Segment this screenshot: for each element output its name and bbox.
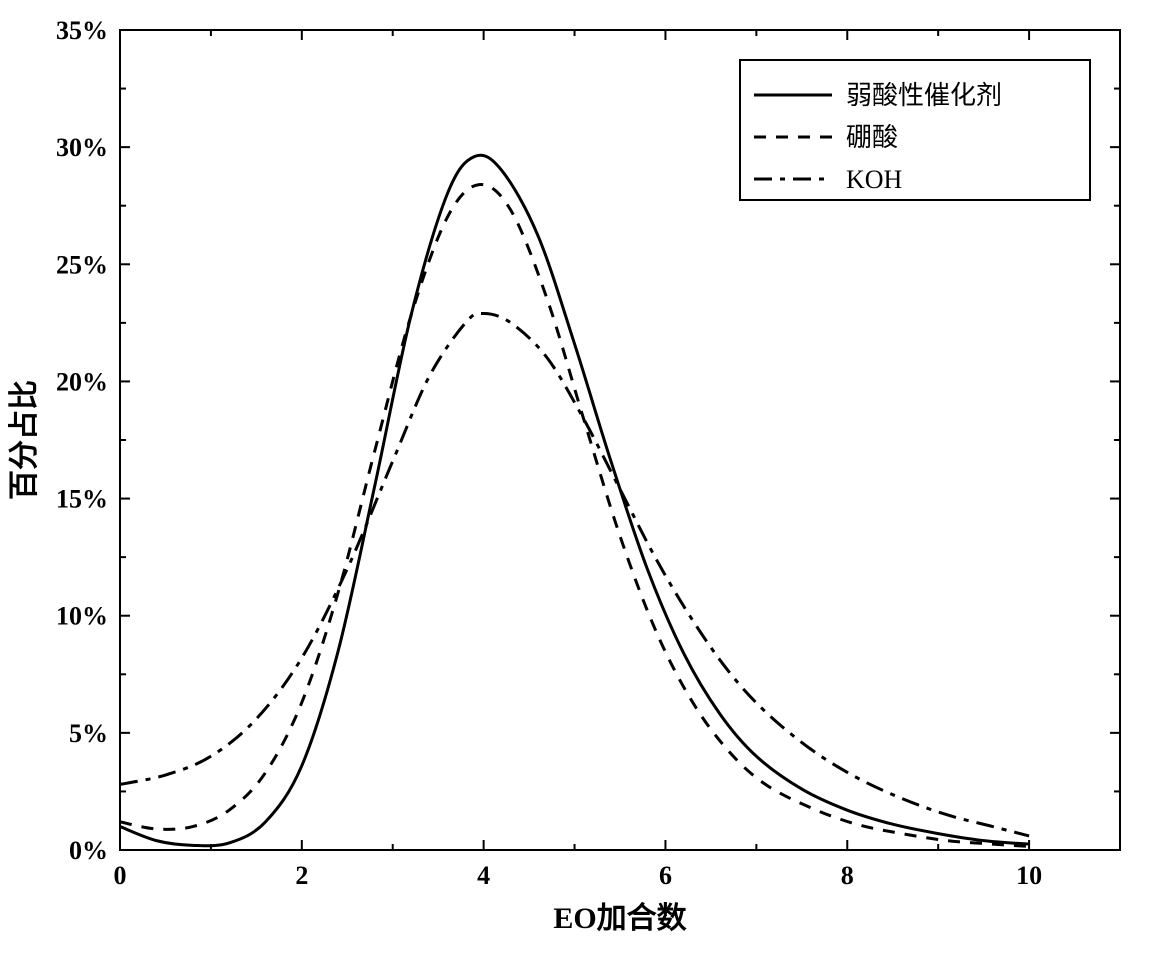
distribution-chart: 0 2 4 6 8 10 0% 5% 10% 15% 20% 25% 30% 35% EO加合数 百分占比 弱酸… xyxy=(0,0,1159,959)
x-tick-label: 2 xyxy=(295,861,308,890)
x-tick-label: 0 xyxy=(114,861,127,890)
legend: 弱酸性催化剂硼酸 KOH xyxy=(740,60,1090,200)
y-tick-label: 0% xyxy=(69,836,108,865)
legend-label: KOH xyxy=(846,165,903,194)
y-tick-label: 35% xyxy=(56,16,108,45)
y-axis-label: 百分占比 xyxy=(8,380,41,500)
chart-container: 0 2 4 6 8 10 0% 5% 10% 15% 20% 25% 30% 35% EO加合数 百分占比 弱酸… xyxy=(0,0,1159,959)
y-tick-label: 30% xyxy=(56,133,108,162)
y-tick-label: 15% xyxy=(56,485,108,514)
x-tick-label: 6 xyxy=(659,861,672,890)
legend-label: 弱酸性催化剂 xyxy=(846,81,1002,110)
y-tick-label: 20% xyxy=(56,367,108,396)
x-tick-label: 10 xyxy=(1016,861,1042,890)
y-tick-label: 10% xyxy=(56,602,108,631)
y-tick-label: 5% xyxy=(69,719,108,748)
x-tick-label: 8 xyxy=(841,861,854,890)
x-axis-label: EO加合数 xyxy=(553,901,687,935)
legend-label: 硼酸 xyxy=(846,123,898,152)
x-tick-label: 4 xyxy=(477,861,490,890)
y-tick-label: 25% xyxy=(56,250,108,279)
